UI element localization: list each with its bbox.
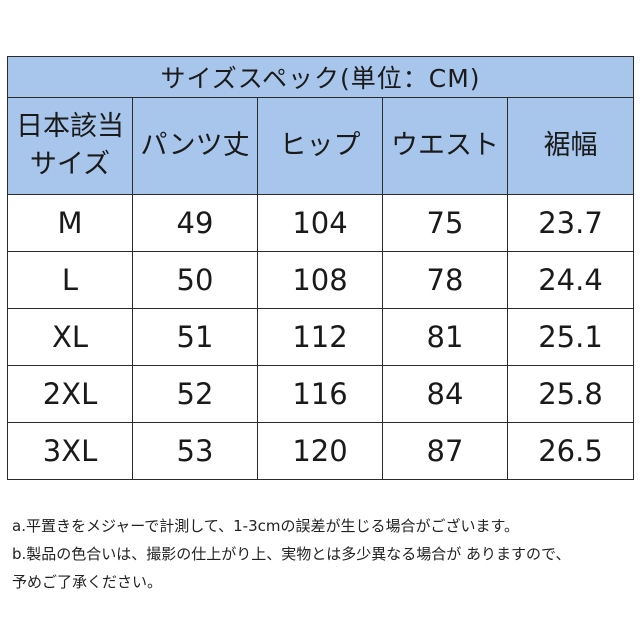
cell-hip: 120 [257, 422, 383, 480]
header-hip: ヒップ [257, 97, 383, 195]
table-row: 3XL 53 120 87 26.5 [7, 422, 635, 480]
table-row: M 49 104 75 23.7 [7, 194, 635, 252]
note-color: b.製品の色合いは、撮影の仕上がり上、実物とは多少異なる場合が ありますので、 [12, 545, 571, 563]
header-japan-size-line2: サイズ [29, 149, 111, 180]
size-spec-table: サイズスペック(単位：CM) 日本該当 サイズ パンツ丈 ヒップ ウエスト 裾幅… [6, 56, 635, 480]
table-header-row: 日本該当 サイズ パンツ丈 ヒップ ウエスト 裾幅 [7, 97, 635, 195]
table-row: L 50 108 78 24.4 [7, 251, 635, 309]
cell-hem-width: 23.7 [506, 194, 635, 252]
note-apology: 予めご了承ください。 [12, 573, 163, 591]
header-japan-size: 日本該当 サイズ [7, 97, 133, 195]
cell-pants-length: 50 [132, 251, 258, 309]
cell-waist: 81 [382, 308, 508, 366]
cell-hem-width: 24.4 [506, 251, 635, 309]
cell-hem-width: 26.5 [506, 422, 635, 480]
cell-waist: 87 [382, 422, 508, 480]
table-title-row: サイズスペック(単位：CM) [6, 56, 635, 98]
cell-waist: 78 [382, 251, 508, 309]
cell-hem-width: 25.1 [506, 308, 635, 366]
table-row: 2XL 52 116 84 25.8 [7, 365, 635, 423]
cell-hem-width: 25.8 [506, 365, 635, 423]
cell-hip: 104 [257, 194, 383, 252]
cell-hip: 108 [257, 251, 383, 309]
cell-pants-length: 49 [132, 194, 258, 252]
cell-hip: 112 [257, 308, 383, 366]
header-japan-size-line1: 日本該当 [16, 111, 124, 142]
cell-size: XL [7, 308, 133, 366]
note-measurement: a.平置きをメジャーで計測して、1-3cmの誤差が生じる場合がございます。 [12, 517, 519, 535]
header-hem-width: 裾幅 [506, 97, 635, 195]
cell-pants-length: 52 [132, 365, 258, 423]
cell-hip: 116 [257, 365, 383, 423]
header-waist: ウエスト [382, 97, 508, 195]
cell-size: L [7, 251, 133, 309]
cell-size: 2XL [7, 365, 133, 423]
cell-pants-length: 53 [132, 422, 258, 480]
table-title: サイズスペック(単位：CM) [6, 56, 635, 98]
table-row: XL 51 112 81 25.1 [7, 308, 635, 366]
cell-waist: 84 [382, 365, 508, 423]
cell-size: M [7, 194, 133, 252]
header-pants-length: パンツ丈 [132, 97, 258, 195]
cell-waist: 75 [382, 194, 508, 252]
notes: a.平置きをメジャーで計測して、1-3cmの誤差が生じる場合がございます。 b.… [12, 512, 632, 596]
cell-size: 3XL [7, 422, 133, 480]
cell-pants-length: 51 [132, 308, 258, 366]
